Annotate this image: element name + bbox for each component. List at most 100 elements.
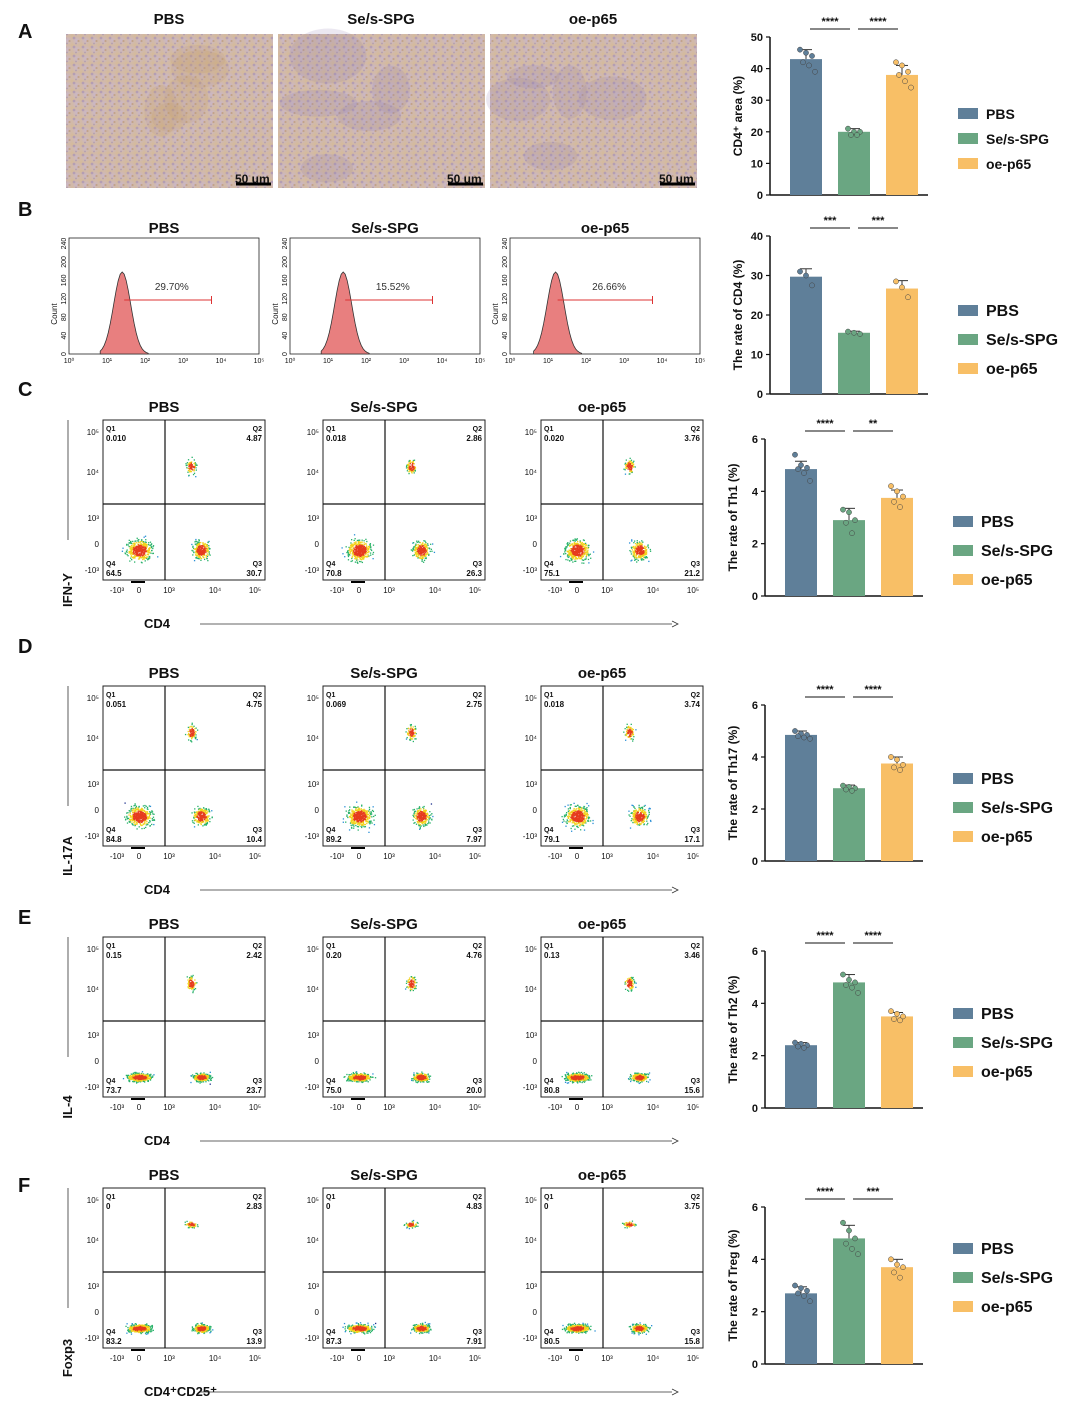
flow-event [142,543,144,545]
flow-event [584,814,587,816]
flow-event [644,812,646,814]
flow-event [189,726,191,728]
flow-event [569,807,571,810]
flow-event [407,732,409,734]
flow-event [428,553,430,556]
flow-event [134,544,136,546]
flow-event [136,549,138,552]
flow-event [638,817,641,819]
flow-event [419,813,421,815]
flow-event [573,544,575,546]
flow-event [643,820,646,822]
flow-event [153,823,155,826]
flow-event [574,560,576,562]
flow-event [639,546,641,548]
flow-event [626,463,628,465]
flow-event [145,545,147,547]
flow-event [584,812,586,814]
flow-event [626,726,628,728]
flow-event [425,550,427,552]
flow-event [642,810,645,812]
flow-event [354,553,356,555]
quadrant-q4-value: 64.5 [106,569,122,578]
flow-event [367,821,370,823]
flow-event [349,545,352,547]
flow-events [561,723,652,832]
flow-event [642,819,645,822]
flow-event [357,826,360,828]
flow-event [592,551,595,553]
flow-event [360,816,362,818]
flow-event [368,814,371,817]
flow-event [583,818,586,820]
quadrant-q2-name: Q2 [253,692,262,699]
flow-event [133,545,136,547]
flow-event [417,556,420,558]
flow-event [132,818,135,820]
flow-event [412,819,414,821]
flow-event [414,552,417,554]
flow-event [132,824,134,826]
flow-event [203,810,205,812]
flow-event [417,811,419,813]
flow-event [195,551,197,554]
flow-event [358,819,361,822]
flow-event [635,554,637,556]
flow-event [196,543,198,546]
flow-event [370,812,372,814]
flow-event [366,556,368,558]
flow-event [351,810,354,812]
flow-event [638,547,640,549]
flow-event [359,823,361,825]
flow-event [414,544,417,547]
flow-event [414,466,416,468]
flow-event [409,724,412,726]
flow-event [578,555,580,558]
flow-event [187,459,190,461]
flow-event [203,554,205,557]
histogram-ytick: 240 [502,238,509,250]
flow-event [354,551,356,553]
flow-event [128,539,130,541]
flow-event [412,731,414,734]
flow-event [573,822,575,824]
flow-event [424,543,426,545]
flow-event [412,460,414,463]
flow-event [416,548,419,550]
flow-event [631,804,633,806]
flow-event [354,552,356,554]
flow-event [581,555,583,557]
flow-event [570,557,572,559]
flow-event [350,542,352,544]
flow-event [584,558,586,560]
flow-event [637,548,640,551]
flow-event [355,541,357,543]
flow-event [140,813,142,815]
flow-event [359,818,361,820]
flow-event [573,557,575,559]
flow-event [568,554,571,556]
flow-event [414,552,417,555]
flow-event [578,812,580,814]
flow-event [413,465,415,468]
flow-event [357,823,359,825]
flow-event [201,815,203,817]
flow-event [576,808,578,810]
flow-event [365,538,367,541]
flow-event [202,817,204,819]
flow-event [635,546,637,548]
flow-event [199,556,201,559]
flow-event [206,544,208,546]
flow-event [639,808,642,811]
flow-event [579,546,581,548]
flow-ytick: 0 [533,540,538,549]
flow-event [409,731,412,733]
flow-event [559,555,562,558]
flow-event [141,555,143,557]
flow-event [136,828,138,830]
flow-event [128,542,130,544]
flow-event [629,827,632,829]
flow-event [424,549,426,551]
ihc-title: oe-p65 [569,11,617,28]
flow-event [193,815,195,817]
